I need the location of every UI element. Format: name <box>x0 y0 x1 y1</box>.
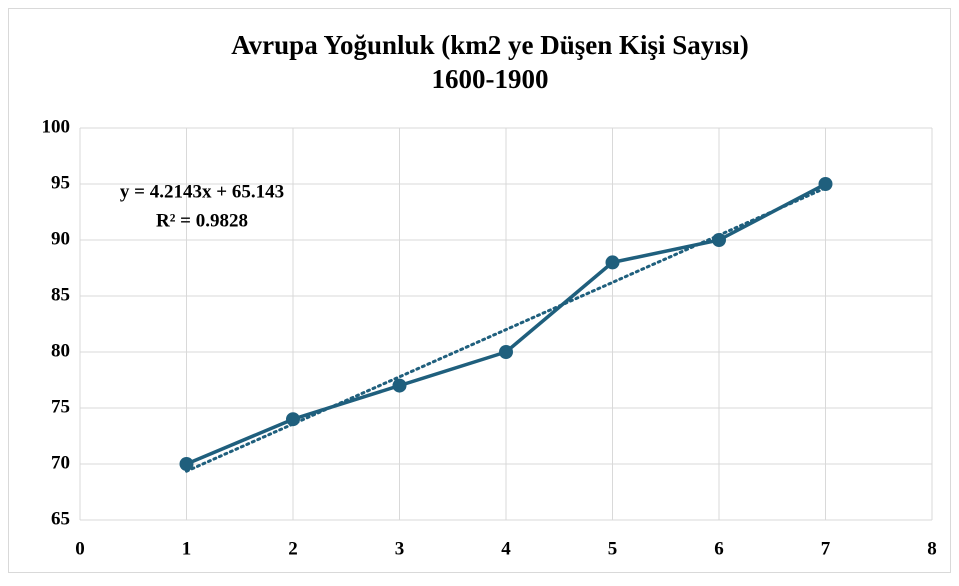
chart-frame <box>8 8 951 573</box>
x-tick-label: 8 <box>927 538 937 559</box>
y-tick-label: 70 <box>51 452 70 473</box>
trendline-equation: y = 4.2143x + 65.143 <box>120 181 284 202</box>
data-point <box>286 412 300 427</box>
data-point <box>712 233 726 247</box>
x-tick-label: 6 <box>714 538 724 559</box>
data-point <box>818 177 833 191</box>
data-point <box>605 255 620 270</box>
trendline-r2: R² = 0.9828 <box>156 210 248 231</box>
y-tick-label: 100 <box>42 116 71 137</box>
y-tick-label: 65 <box>51 508 70 529</box>
x-tick-label: 1 <box>182 538 192 559</box>
chart-subtitle: 1600-1900 <box>432 64 549 94</box>
data-point <box>179 457 194 471</box>
data-point <box>499 345 513 359</box>
data-point <box>392 378 407 393</box>
x-tick-label: 3 <box>395 538 405 559</box>
x-tick-label: 2 <box>288 538 298 559</box>
y-tick-label: 75 <box>51 396 70 417</box>
y-tick-label: 80 <box>51 340 70 361</box>
x-tick-label: 5 <box>608 538 618 559</box>
x-tick-label: 7 <box>821 538 831 559</box>
y-tick-label: 90 <box>51 228 70 249</box>
x-tick-label: 0 <box>75 538 85 559</box>
x-tick-label: 4 <box>501 538 511 559</box>
y-tick-label: 85 <box>51 284 70 305</box>
chart-title: Avrupa Yoğunluk (km2 ye Düşen Kişi Sayıs… <box>231 30 749 60</box>
y-tick-label: 95 <box>51 172 70 193</box>
